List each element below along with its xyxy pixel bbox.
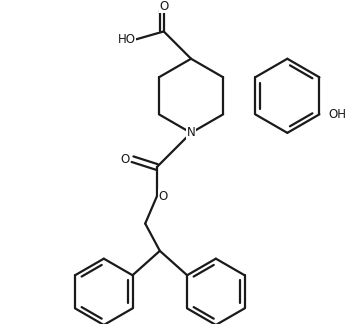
Text: OH: OH [328,108,346,121]
Text: O: O [159,0,169,13]
Text: O: O [120,153,129,166]
Text: HO: HO [118,33,136,46]
Text: N: N [187,126,195,139]
Text: O: O [158,190,167,203]
